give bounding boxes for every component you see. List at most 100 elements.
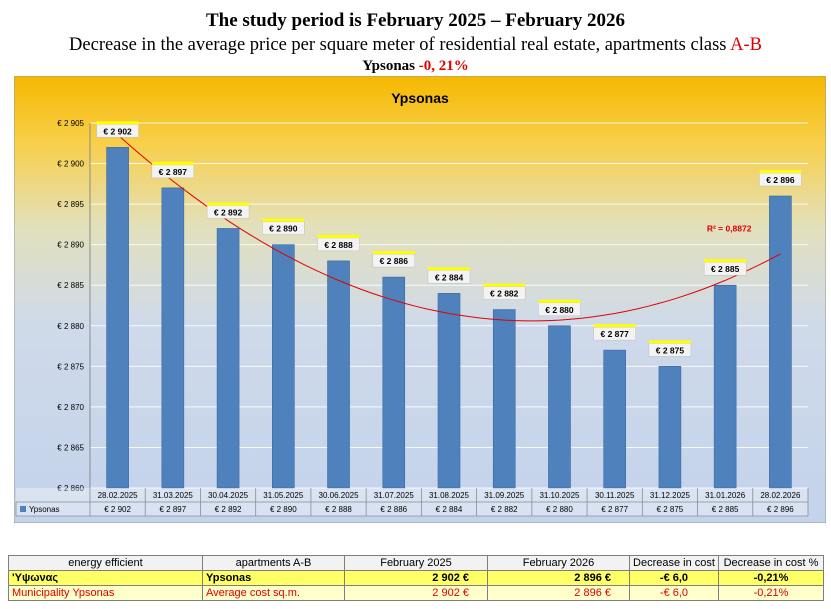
table-cell: Ypsonas xyxy=(202,570,345,586)
data-table-value: € 2 902 xyxy=(104,505,131,514)
bar xyxy=(713,284,737,489)
x-tick-label: 31.03.2025 xyxy=(153,491,194,500)
x-tick-label: 31.05.2025 xyxy=(263,491,304,500)
table-header-cell: energy efficient xyxy=(8,555,203,571)
price-chart: Ypsonas € 2 860€ 2 865€ 2 870€ 2 875€ 2 … xyxy=(14,76,826,523)
table-header-row: energy efficient apartments A-B February… xyxy=(8,555,824,571)
y-tick-label: € 2 890 xyxy=(57,241,84,250)
x-tick-label: 31.01.2026 xyxy=(705,491,746,500)
data-table-value: € 2 885 xyxy=(712,505,739,514)
data-label-highlight xyxy=(483,283,526,287)
table-cell: -0,21% xyxy=(718,570,824,586)
x-tick-label: 30.04.2025 xyxy=(208,491,249,500)
table-header-cell: apartments A-B xyxy=(202,555,345,571)
r-squared-label: R² = 0,8872 xyxy=(707,224,752,234)
data-label-highlight xyxy=(207,202,250,206)
data-label: € 2 892 xyxy=(214,207,243,217)
data-label: € 2 886 xyxy=(380,256,409,266)
y-tick-label: € 2 865 xyxy=(57,443,84,452)
data-label-highlight xyxy=(759,170,802,173)
y-tick-label: € 2 870 xyxy=(57,403,84,412)
data-label: € 2 885 xyxy=(711,264,740,274)
table-header-cell: Decrease in cost xyxy=(629,555,719,571)
data-table-value: € 2 884 xyxy=(436,505,463,514)
y-tick-label: € 2 905 xyxy=(57,119,84,128)
y-tick-label: € 2 900 xyxy=(57,160,84,169)
bar xyxy=(658,366,682,489)
bar xyxy=(437,293,461,489)
x-tick-label: 28.02.2025 xyxy=(98,491,139,500)
table-cell: 'Υψωνας xyxy=(8,570,203,586)
data-label: € 2 896 xyxy=(766,175,795,185)
x-tick-label: 30.11.2025 xyxy=(595,491,635,500)
data-label: € 2 884 xyxy=(435,272,464,282)
table-header-cell: Decrease in cost % xyxy=(718,555,824,571)
location-change-line: Ypsonas -0, 21% xyxy=(0,58,831,75)
bar xyxy=(492,309,516,489)
data-label-highlight xyxy=(593,324,636,328)
study-period-title: The study period is February 2025 – Febr… xyxy=(205,10,626,31)
location-change-value: -0, 21% xyxy=(418,58,469,74)
data-label-highlight xyxy=(538,299,581,303)
table-row: 'Υψωνας Ypsonas 2 902 € 2 896 € -€ 6,0 -… xyxy=(8,570,824,586)
bar xyxy=(272,244,295,489)
legend-label: Ypsonas xyxy=(29,505,60,514)
subtitle-text: Decrease in the average price per square… xyxy=(69,35,731,55)
data-table-value: € 2 896 xyxy=(767,505,794,514)
data-label-highlight xyxy=(96,121,139,125)
x-tick-label: 31.12.2025 xyxy=(650,491,691,500)
data-label: € 2 888 xyxy=(324,240,353,250)
data-label-highlight xyxy=(648,340,691,344)
data-table-value: € 2 886 xyxy=(380,505,407,514)
data-label-highlight xyxy=(317,234,360,238)
table-cell: -0,21% xyxy=(718,585,824,601)
x-tick-label: 31.08.2025 xyxy=(429,491,470,500)
y-tick-label: € 2 875 xyxy=(57,362,84,371)
y-tick-label: € 2 880 xyxy=(57,322,84,331)
table-cell: Average cost sq.m. xyxy=(202,585,345,601)
table-cell: 2 902 € xyxy=(344,570,488,586)
x-tick-label: 31.10.2025 xyxy=(539,491,580,500)
y-tick-label: € 2 895 xyxy=(57,200,84,209)
data-label-highlight xyxy=(262,218,305,222)
data-table-value: € 2 892 xyxy=(215,505,242,514)
data-label-highlight xyxy=(151,161,194,165)
data-table-value: € 2 890 xyxy=(270,505,297,514)
legend-swatch xyxy=(20,506,26,512)
data-table-value: € 2 880 xyxy=(546,505,573,514)
table-header-cell: February 2026 xyxy=(487,555,630,571)
bars xyxy=(106,147,792,489)
data-table-value: € 2 888 xyxy=(325,505,352,514)
table-header-cell: February 2025 xyxy=(344,555,488,571)
table-cell: 2 896 € xyxy=(487,570,630,586)
data-label: € 2 902 xyxy=(103,126,132,136)
bar xyxy=(603,349,626,489)
table-cell: -€ 6,0 xyxy=(629,585,719,601)
data-table-value: € 2 882 xyxy=(491,505,518,514)
trendline-curve xyxy=(117,134,781,322)
data-labels: € 2 902 € 2 897 € 2 892 € 2 890 € 2 888 € 2 8… xyxy=(96,121,802,357)
table-cell: -€ 6,0 xyxy=(629,570,719,586)
bar xyxy=(327,260,350,489)
data-label: € 2 897 xyxy=(159,167,188,177)
table-cell: 2 902 € xyxy=(344,585,488,601)
chart-data-table: 28.02.2025 € 2 902 31.03.2025 € 2 897 30.04.… xyxy=(15,488,809,517)
data-label-highlight xyxy=(372,251,415,255)
bar xyxy=(548,325,571,489)
x-tick-label: 31.07.2025 xyxy=(374,491,415,500)
data-label-highlight xyxy=(428,267,470,271)
data-table-value: € 2 875 xyxy=(657,505,684,514)
data-label: € 2 882 xyxy=(490,289,519,299)
subtitle-class: A-B xyxy=(730,35,762,55)
x-tick-label: 28.02.2026 xyxy=(760,491,801,500)
summary-table: energy efficient apartments A-B February… xyxy=(8,555,824,601)
table-row: Municipality Ypsonas Average cost sq.m. … xyxy=(8,585,824,601)
data-label-highlight xyxy=(704,259,747,263)
trendline: R² = 0,8872 xyxy=(117,134,781,322)
x-tick-label: 31.09.2025 xyxy=(484,491,525,500)
y-tick-label: € 2 860 xyxy=(57,484,84,493)
chart-title: Ypsonas xyxy=(391,90,449,106)
y-axis: € 2 860 € 2 865 € 2 870 € 2 875 € 2 880 € 2 8… xyxy=(57,119,91,493)
bar xyxy=(161,187,185,489)
data-table-value: € 2 877 xyxy=(601,505,628,514)
